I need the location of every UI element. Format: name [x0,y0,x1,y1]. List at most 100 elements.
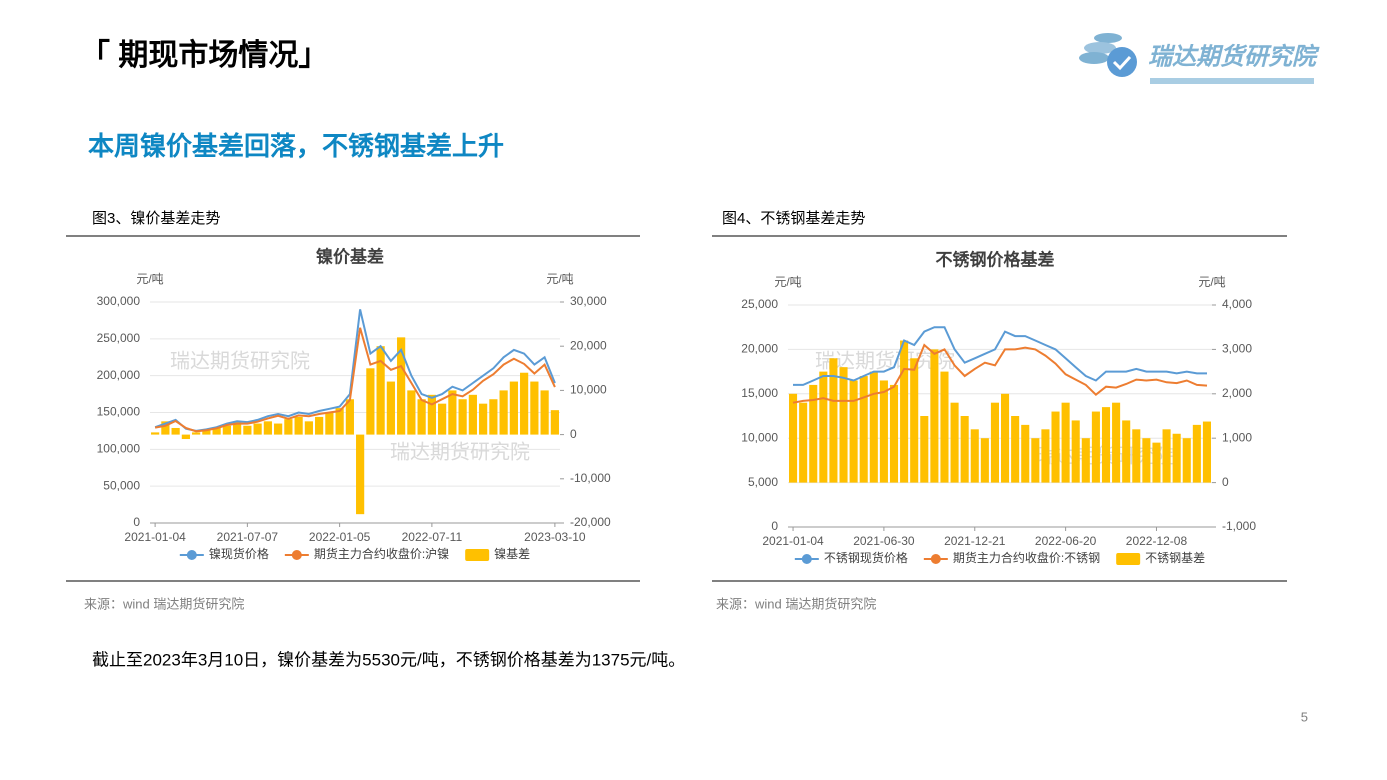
bar [448,390,457,435]
bar [192,432,201,435]
bar [284,419,293,435]
bar [550,410,559,435]
chart-title: 不锈钢价格基差 [936,249,1055,269]
x-tick-label: 2023-03-10 [524,530,586,544]
bar [1041,429,1050,483]
bar [366,368,375,435]
legend-item: 镍现货价格 [179,546,269,561]
bar [407,390,416,435]
bar [950,402,959,483]
x-tick-label: 2021-07-07 [217,530,279,544]
bar [920,416,929,483]
bar [530,381,539,435]
legend-label: 不锈钢基差 [1145,551,1205,565]
bar [253,423,262,435]
legend-label: 期货主力合约收盘价:不锈钢 [953,550,1100,565]
bar [1021,424,1030,483]
watermark: 瑞达期货研究院 [170,349,310,372]
bar [1152,442,1161,483]
bar [930,349,939,483]
bar [233,421,242,435]
bar [376,346,385,435]
bar [1172,433,1181,483]
legend-swatch [1116,553,1141,565]
bar [1071,420,1080,483]
bar [509,381,518,435]
bar [202,430,211,435]
legend-swatch [291,550,302,560]
y-axis-label: 元/吨 [136,272,163,286]
legend: 不锈钢现货价格 期货主力合约收盘价:不锈钢 不锈钢基差 [794,550,1205,565]
x-tick-label: 2022-01-05 [309,530,371,544]
bar [1122,420,1131,483]
bar [859,376,868,483]
legend-label: 镍现货价格 [209,546,269,561]
bar [1132,429,1141,483]
bar [1011,416,1020,483]
bar [458,399,467,435]
watermark: 瑞达期货研究院 [390,440,530,463]
logo-text: 瑞达期货研究院 [1148,43,1320,70]
line-series [792,343,1208,404]
y-axis-label: 元/吨 [774,275,801,289]
figure-source: 来源：wind 瑞达期货研究院 [84,596,244,611]
bar [1061,402,1070,483]
y2-tick-label: -1,000 [1222,519,1256,533]
y-tick-label: 0 [771,519,778,533]
x-tick-label: 2021-06-30 [853,534,915,548]
bar [809,384,818,483]
bar [1182,438,1191,483]
bar [438,403,447,435]
legend-item: 镍基差 [465,547,530,561]
x-tick-label: 2021-01-04 [124,530,186,544]
bar [940,371,949,483]
y2-tick-label: -20,000 [570,515,611,529]
y2-tick-label: 0 [570,427,577,441]
bar [1162,429,1171,483]
bar [869,371,878,483]
y2-tick-label: 30,000 [570,294,607,308]
page-number: 5 [1301,709,1308,724]
bar [325,412,334,435]
y-tick-label: 25,000 [741,297,778,311]
legend-item: 期货主力合约收盘价:沪镍 [284,546,449,561]
bar [910,358,919,483]
y2-tick-label: 20,000 [570,338,607,352]
bar [489,399,498,435]
bar [479,403,488,435]
bar [171,427,180,435]
y2-axis-label: 元/吨 [1198,275,1225,289]
bar [222,425,231,435]
bar [520,372,529,435]
y-tick-label: 50,000 [103,478,140,492]
bar [819,371,828,483]
bar [1001,393,1010,483]
bar [1031,438,1040,483]
bar [356,434,365,515]
bar [1202,421,1211,483]
bar [799,402,808,483]
line-series [154,309,556,432]
y-tick-label: 15,000 [741,386,778,400]
logo: 瑞达期货研究院 [1079,33,1320,84]
y2-tick-label: 4,000 [1222,297,1252,311]
y2-tick-label: 2,000 [1222,386,1252,400]
bar [879,380,888,483]
bar [181,434,190,440]
bar [345,399,354,435]
bar [980,438,989,483]
legend-swatch [801,554,812,564]
figure-source: 来源：wind 瑞达期货研究院 [716,596,876,611]
bar [970,429,979,483]
bar [335,408,344,435]
y-tick-label: 200,000 [97,368,141,382]
bar [304,421,313,435]
bar [1192,424,1201,483]
bar [397,337,406,435]
y-tick-label: 5,000 [748,475,778,489]
bar [386,381,395,435]
chart-title: 镍价基差 [316,246,384,266]
legend-swatch [186,550,197,560]
figure-caption: 图3、镍价基差走势 [92,209,220,227]
